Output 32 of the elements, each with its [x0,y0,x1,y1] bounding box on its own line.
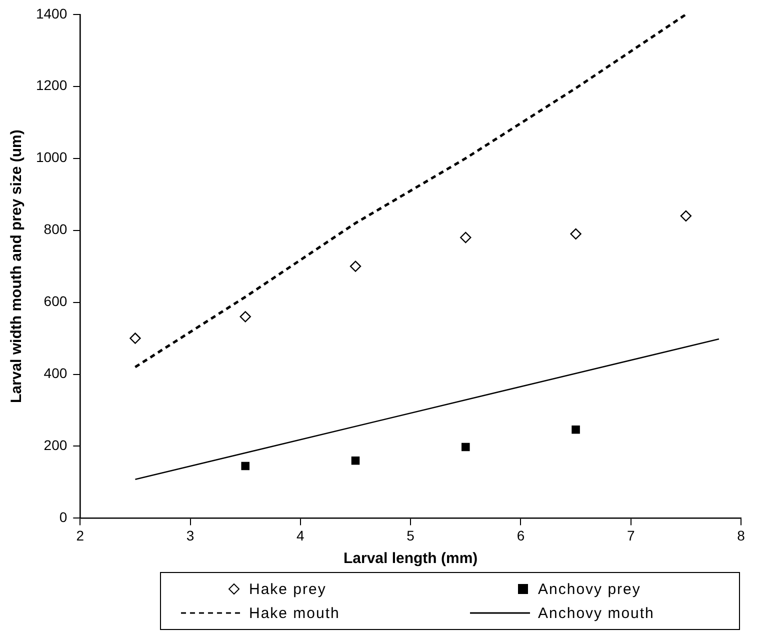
legend-label: Hake prey [249,580,326,598]
point [130,332,141,344]
y-tick-label: 0 [59,509,68,526]
point [240,311,251,322]
point [350,260,362,272]
x-tick-label: 5 [406,527,415,544]
y-axis-title: Larval width mouth and prey size (um) [8,130,26,403]
point [572,426,580,434]
x-tick-label: 2 [76,527,84,544]
x-tick-label: 6 [516,527,525,544]
y-tick-label: 1000 [36,149,68,166]
point [241,462,250,470]
point [680,210,692,222]
y-tick-label: 1200 [36,77,68,94]
y-tick-label: 600 [44,293,68,310]
y-tick-label: 800 [44,221,68,238]
x-tick-label: 4 [296,527,305,544]
legend-label: Anchovy prey [538,580,641,598]
point [351,456,360,465]
legend-label: Anchovy mouth [538,604,654,622]
legend-label: Hake mouth [249,604,340,622]
y-tick-label: 1400 [36,5,68,22]
x-tick-label: 7 [626,527,635,544]
x-tick-label: 8 [737,527,746,544]
line-series [134,14,688,368]
point [570,228,582,240]
x-tick-label: 3 [186,527,194,544]
x-axis-title: Larval length (mm) [343,550,478,568]
y-tick-label: 400 [44,365,68,382]
y-tick-label: 200 [44,437,68,454]
point [460,232,472,244]
point [462,442,470,452]
